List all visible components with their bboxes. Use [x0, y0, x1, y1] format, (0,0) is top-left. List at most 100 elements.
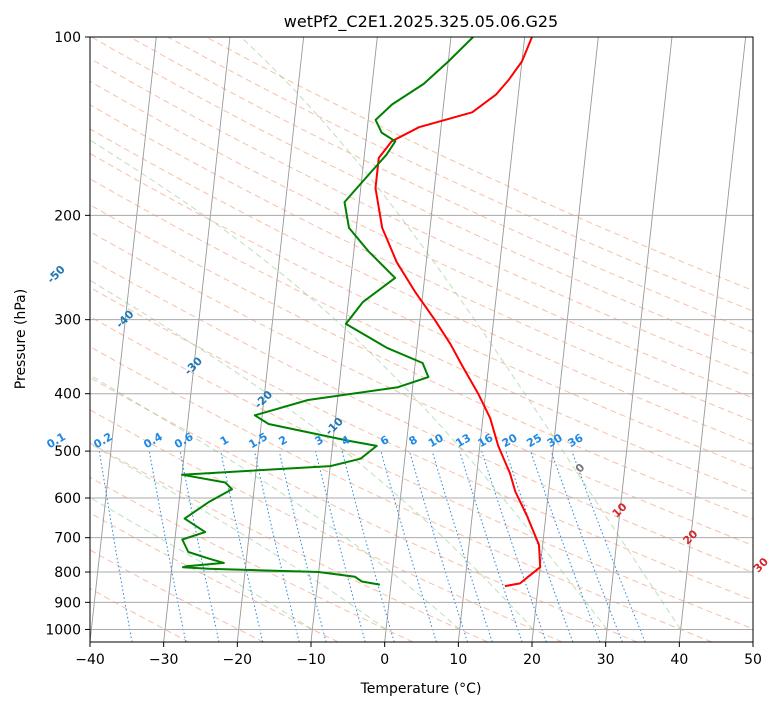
dry-adiabat: [90, 315, 753, 630]
mixing-ratio-line: [481, 450, 547, 642]
dry-adiabat: [90, 104, 753, 422]
moist-adiabat: [90, 443, 387, 630]
mixing-ratio-label: 0.6: [172, 430, 196, 451]
isotherm: [457, 37, 526, 642]
moist-adiabat: [90, 279, 534, 630]
dry-adiabat: [90, 80, 753, 399]
dry-adiabat: [90, 409, 563, 642]
dry-adiabat: [167, 37, 753, 312]
mixing-ratio-label: 30: [545, 431, 565, 450]
x-tick-label: −30: [149, 652, 179, 668]
isotherm: [752, 637, 753, 642]
temperature-profile-line: [374, 37, 542, 588]
mixing-ratio-line: [148, 451, 187, 642]
mixing-ratio-label: 25: [524, 431, 544, 450]
mixing-ratio-line: [530, 450, 601, 642]
moist-adiabat: [90, 139, 608, 630]
x-tick-label: 50: [744, 652, 762, 668]
y-axis-label: Pressure (hPa): [13, 289, 29, 389]
isotherm: [384, 37, 452, 642]
y-tick-label: 200: [54, 208, 81, 224]
dry-adiabat: [129, 37, 753, 333]
mixing-ratio-line: [409, 450, 468, 642]
dry-adiabat: [90, 512, 339, 642]
mixing-ratio-label: 13: [453, 431, 473, 450]
dry-adiabat: [90, 178, 753, 495]
dewpoint-profile-line: [181, 37, 474, 586]
mixing-ratio-label: 10: [426, 431, 446, 450]
isotherm: [678, 37, 747, 642]
mixing-ratio-label: 1.5: [247, 430, 270, 451]
x-tick-label: −20: [223, 652, 253, 668]
mixing-ratio-line: [431, 450, 493, 642]
y-tick-label: 300: [54, 313, 81, 329]
mixing-ratio-label: 8: [407, 433, 420, 448]
x-tick-label: 0: [380, 652, 389, 668]
mixing-ratio-line: [278, 450, 327, 642]
isotherm: [605, 37, 673, 642]
isotherm: [531, 37, 599, 642]
mixing-ratio-line: [220, 450, 264, 642]
moist-adiabat: [90, 374, 461, 630]
mixing-ratio-label: 16: [475, 431, 495, 450]
y-tick-label: 800: [54, 565, 81, 581]
dry-adiabat-label: 0: [573, 461, 588, 476]
x-tick-label: 40: [670, 652, 688, 668]
mixing-ratio-label: 1: [218, 433, 231, 448]
x-tick-label: 20: [523, 652, 541, 668]
mixing-ratio-line: [179, 451, 220, 642]
y-tick-label: 100: [54, 30, 81, 46]
mixing-ratio-line: [550, 450, 623, 642]
dry-adiabat-label: -20: [252, 388, 275, 411]
y-tick-label: 1000: [45, 622, 81, 638]
dry-adiabat: [91, 37, 753, 355]
dry-adiabat: [90, 377, 638, 642]
annotation-layer: -100-90-80-70-60-50-40-30-20-10010203040…: [0, 209, 771, 575]
dry-adiabat-label: -40: [113, 307, 136, 330]
mixing-ratio-label: 36: [566, 431, 586, 450]
y-tick-label: 600: [54, 491, 81, 507]
dry-adiabat: [90, 57, 753, 377]
plot-frame: [89, 36, 754, 643]
moist-adiabat: [240, 37, 682, 630]
x-axis: −40 −30 −20 −10 0 10 20 30 40 50: [75, 642, 762, 668]
mixing-ratio-line: [341, 450, 395, 642]
dry-adiabat: [90, 346, 712, 642]
dry-adiabat: [205, 37, 753, 292]
dry-adiabat-label: -30: [182, 354, 205, 377]
moist-adiabat: [90, 496, 313, 630]
mixing-ratio-label: 2: [276, 433, 289, 448]
dry-adiabat-label: 30: [751, 555, 771, 575]
x-tick-label: 10: [449, 652, 467, 668]
x-axis-label: Temperature (°C): [360, 681, 482, 697]
plot-area: [0, 37, 753, 642]
dry-adiabat: [90, 204, 753, 520]
dry-adiabat: [90, 442, 488, 642]
dry-adiabat: [90, 476, 414, 642]
dry-adiabat: [90, 549, 264, 642]
mixing-ratio-line: [505, 450, 574, 642]
x-tick-label: −10: [296, 652, 326, 668]
mixing-ratio-line: [315, 450, 366, 642]
dry-adiabat-label: 10: [610, 500, 630, 520]
y-axis: 100 200 300 400 500 600 700 800 900 1000: [45, 30, 90, 638]
y-tick-label: 400: [54, 387, 81, 403]
isotherm: [236, 37, 305, 642]
dry-adiabat-label: -50: [45, 263, 68, 286]
x-tick-label: 30: [597, 652, 615, 668]
isotherm: [90, 37, 157, 642]
mixing-ratio-label: 20: [500, 431, 520, 450]
mixing-ratio-label: 6: [378, 433, 391, 448]
y-tick-label: 900: [54, 595, 81, 611]
y-tick-label: 700: [54, 531, 81, 547]
mixing-ratio-line: [254, 450, 300, 642]
x-tick-label: −40: [75, 652, 105, 668]
isotherm: [0, 37, 9, 642]
dry-adiabat: [90, 152, 753, 470]
y-tick-label: 500: [54, 444, 81, 460]
chart-title: wetPf2_C2E1.2025.325.05.06.G25: [284, 12, 558, 32]
mixing-ratio-line: [380, 450, 437, 642]
isotherm: [310, 37, 378, 642]
mixing-ratio-line: [571, 450, 646, 642]
